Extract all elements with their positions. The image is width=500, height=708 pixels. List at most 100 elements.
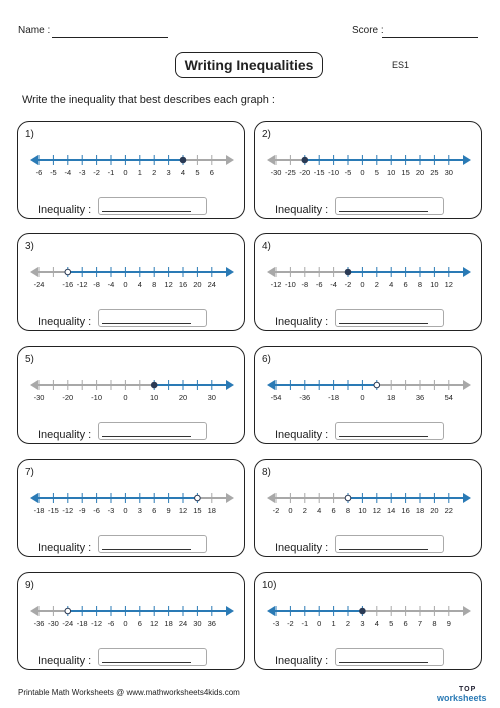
tick-label: 6 — [152, 506, 156, 515]
arrow-left-icon — [267, 267, 275, 277]
problem-card: 2) -30 -25 -20 -15 -10 -5 0 5 10 15 20 25 30 Inequalit… — [254, 121, 482, 219]
answer-box[interactable] — [98, 648, 207, 666]
number-line: -18 -15 -12 -9 -6 -3 0 3 6 9 12 15 18 — [30, 493, 234, 515]
tick-label: -10 — [328, 168, 339, 177]
tick-label: 3 — [167, 168, 171, 177]
tick-label: -2 — [345, 280, 352, 289]
tick-label: 0 — [123, 619, 127, 628]
tick-label: -4 — [330, 280, 337, 289]
logo-top-text: TOP — [459, 686, 477, 693]
tick-label: 6 — [210, 168, 214, 177]
tick-label: -6 — [108, 619, 115, 628]
tick-label: -1 — [301, 619, 308, 628]
answer-box[interactable] — [335, 309, 444, 327]
problem-number: 1) — [25, 129, 34, 140]
inequality-label: Inequality : — [38, 204, 92, 216]
tick-label: 5 — [375, 168, 379, 177]
tick-label: 20 — [193, 280, 201, 289]
inequality-label: Inequality : — [38, 316, 92, 328]
score-field[interactable] — [382, 37, 478, 38]
arrow-right-icon — [226, 267, 234, 277]
tick-label: 2 — [346, 619, 350, 628]
arrow-left-icon — [267, 606, 275, 616]
tick-label: -24 — [34, 280, 45, 289]
answer-box[interactable] — [98, 422, 207, 440]
tick-label: 5 — [195, 168, 199, 177]
tick-label: -10 — [285, 280, 296, 289]
tick-label: -10 — [91, 393, 102, 402]
answer-box[interactable] — [335, 197, 444, 215]
tick-label: -8 — [93, 280, 100, 289]
tick-label: 1 — [332, 619, 336, 628]
tick-label: -12 — [77, 280, 88, 289]
tick-label: -12 — [62, 506, 73, 515]
answer-box[interactable] — [98, 309, 207, 327]
problem-card: 7) -18 -15 -12 -9 -6 -3 0 3 6 9 12 15 18 Inequality : — [17, 459, 245, 557]
tick-label: 3 — [360, 619, 364, 628]
arrow-left-icon — [30, 493, 38, 503]
answer-box[interactable] — [335, 422, 444, 440]
tick-label: 16 — [179, 280, 187, 289]
tick-label: 20 — [179, 393, 187, 402]
problem-number: 8) — [262, 467, 271, 478]
tick-label: 0 — [360, 280, 364, 289]
inequality-label: Inequality : — [38, 655, 92, 667]
problem-card: 8) -2 0 2 4 6 8 10 12 14 16 18 20 22 Inequality : — [254, 459, 482, 557]
arrow-right-icon — [463, 606, 471, 616]
open-point — [194, 494, 201, 502]
tick-label: -30 — [48, 619, 59, 628]
answer-underline — [339, 211, 428, 212]
inequality-label: Inequality : — [275, 316, 329, 328]
tick-label: -30 — [34, 393, 45, 402]
answer-underline — [339, 662, 428, 663]
tick-label: 9 — [447, 619, 451, 628]
tick-label: 18 — [164, 619, 172, 628]
problem-card: 3) -24 -16 -12 -8 -4 0 4 8 12 16 20 24 Inequality : — [17, 233, 245, 331]
problem-number: 4) — [262, 241, 271, 252]
tick-label: 0 — [123, 280, 127, 289]
answer-box[interactable] — [335, 648, 444, 666]
answer-underline — [102, 323, 191, 324]
tick-label: 12 — [373, 506, 381, 515]
tick-label: -12 — [91, 619, 102, 628]
tick-label: -3 — [79, 168, 86, 177]
arrow-left-icon — [267, 155, 275, 165]
answer-box[interactable] — [98, 535, 207, 553]
problem-number: 6) — [262, 354, 271, 365]
tick-label: -6 — [93, 506, 100, 515]
open-point — [64, 607, 72, 615]
tick-label: 30 — [445, 168, 453, 177]
tick-label: -25 — [285, 168, 296, 177]
tick-label: 14 — [387, 506, 395, 515]
tick-label: 0 — [123, 506, 127, 515]
tick-label: 6 — [332, 506, 336, 515]
answer-underline — [339, 549, 428, 550]
answer-box[interactable] — [335, 535, 444, 553]
tick-label: -15 — [314, 168, 325, 177]
name-label: Name : — [18, 25, 51, 36]
tick-label: -20 — [299, 168, 310, 177]
problem-card: 5) -30 -20 -10 0 10 20 30 Inequality : — [17, 346, 245, 444]
tick-label: 22 — [445, 506, 453, 515]
name-field[interactable] — [52, 37, 168, 38]
closed-point — [150, 381, 158, 389]
arrow-left-icon — [267, 493, 275, 503]
tick-label: -16 — [62, 280, 73, 289]
tick-label: 20 — [430, 506, 438, 515]
tick-label: 18 — [387, 393, 395, 402]
arrow-right-icon — [463, 267, 471, 277]
logo-bottom-text: worksheets — [437, 693, 487, 703]
tick-label: 3 — [138, 506, 142, 515]
tick-label: -15 — [48, 506, 59, 515]
tick-label: -36 — [34, 619, 45, 628]
number-line: -2 0 2 4 6 8 10 12 14 16 18 20 22 — [267, 493, 471, 515]
tick-label: 0 — [123, 168, 127, 177]
tick-label: 6 — [138, 619, 142, 628]
answer-box[interactable] — [98, 197, 207, 215]
problem-card: 4) -12 -10 -8 -6 -4 -2 0 2 4 6 8 10 12 Inequality : — [254, 233, 482, 331]
tick-label: -20 — [62, 393, 73, 402]
tick-label: 10 — [430, 280, 438, 289]
tick-label: 0 — [317, 619, 321, 628]
tick-label: 12 — [445, 280, 453, 289]
answer-underline — [339, 436, 428, 437]
